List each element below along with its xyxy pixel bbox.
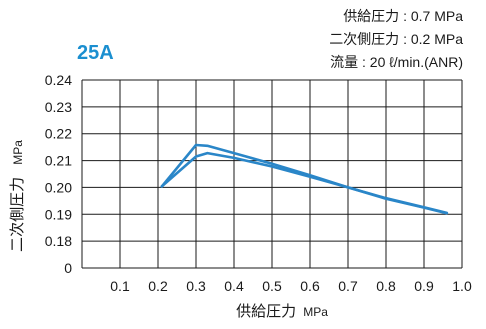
y-tick-label: 0 <box>64 260 72 276</box>
plot-grid <box>81 79 463 269</box>
condition-flow-rate: 流量 : 20 ℓ/min.(ANR) <box>330 54 463 70</box>
y-tick-label: 0.24 <box>45 72 72 88</box>
condition-secondary-pressure: 二次側圧力 : 0.2 MPa <box>329 31 463 47</box>
x-axis-title: 供給圧力 <box>236 303 296 320</box>
y-tick-labels: 0 0.18 0.19 0.20 0.21 0.22 0.23 0.24 <box>45 72 72 276</box>
y-axis-unit: MPa <box>11 140 25 165</box>
x-tick-label: 0.8 <box>376 278 396 294</box>
x-tick-labels: 0.1 0.2 0.3 0.4 0.5 0.6 0.7 0.8 0.9 1.0 <box>110 278 472 294</box>
x-tick-label: 0.1 <box>110 278 130 294</box>
x-tick-label: 0.5 <box>262 278 282 294</box>
x-tick-label: 0.9 <box>414 278 434 294</box>
x-tick-label: 0.6 <box>300 278 320 294</box>
y-tick-label: 0.23 <box>45 99 72 115</box>
x-tick-label: 0.2 <box>148 278 168 294</box>
size-badge: 25A <box>77 42 114 64</box>
series-line-2 <box>160 151 449 215</box>
y-axis-title: 二次側圧力 <box>9 177 26 252</box>
y-tick-label: 0.20 <box>45 179 72 195</box>
y-tick-label: 0.19 <box>45 206 72 222</box>
y-tick-label: 0.18 <box>45 233 72 249</box>
pressure-curves <box>160 143 449 215</box>
x-axis-unit: MPa <box>303 305 328 319</box>
x-tick-label: 0.4 <box>224 278 244 294</box>
x-axis-label: 供給圧力 MPa <box>236 303 328 320</box>
svg-text:二次側圧力 MPa: 二次側圧力 MPa <box>9 140 26 252</box>
x-tick-label: 0.7 <box>338 278 358 294</box>
x-tick-label: 0.3 <box>186 278 206 294</box>
y-axis-label: 二次側圧力 MPa <box>9 140 26 252</box>
x-tick-label: 1.0 <box>452 278 472 294</box>
y-tick-label: 0.21 <box>45 153 72 169</box>
condition-supply-pressure: 供給圧力 : 0.7 MPa <box>343 8 463 24</box>
y-tick-label: 0.22 <box>45 126 72 142</box>
